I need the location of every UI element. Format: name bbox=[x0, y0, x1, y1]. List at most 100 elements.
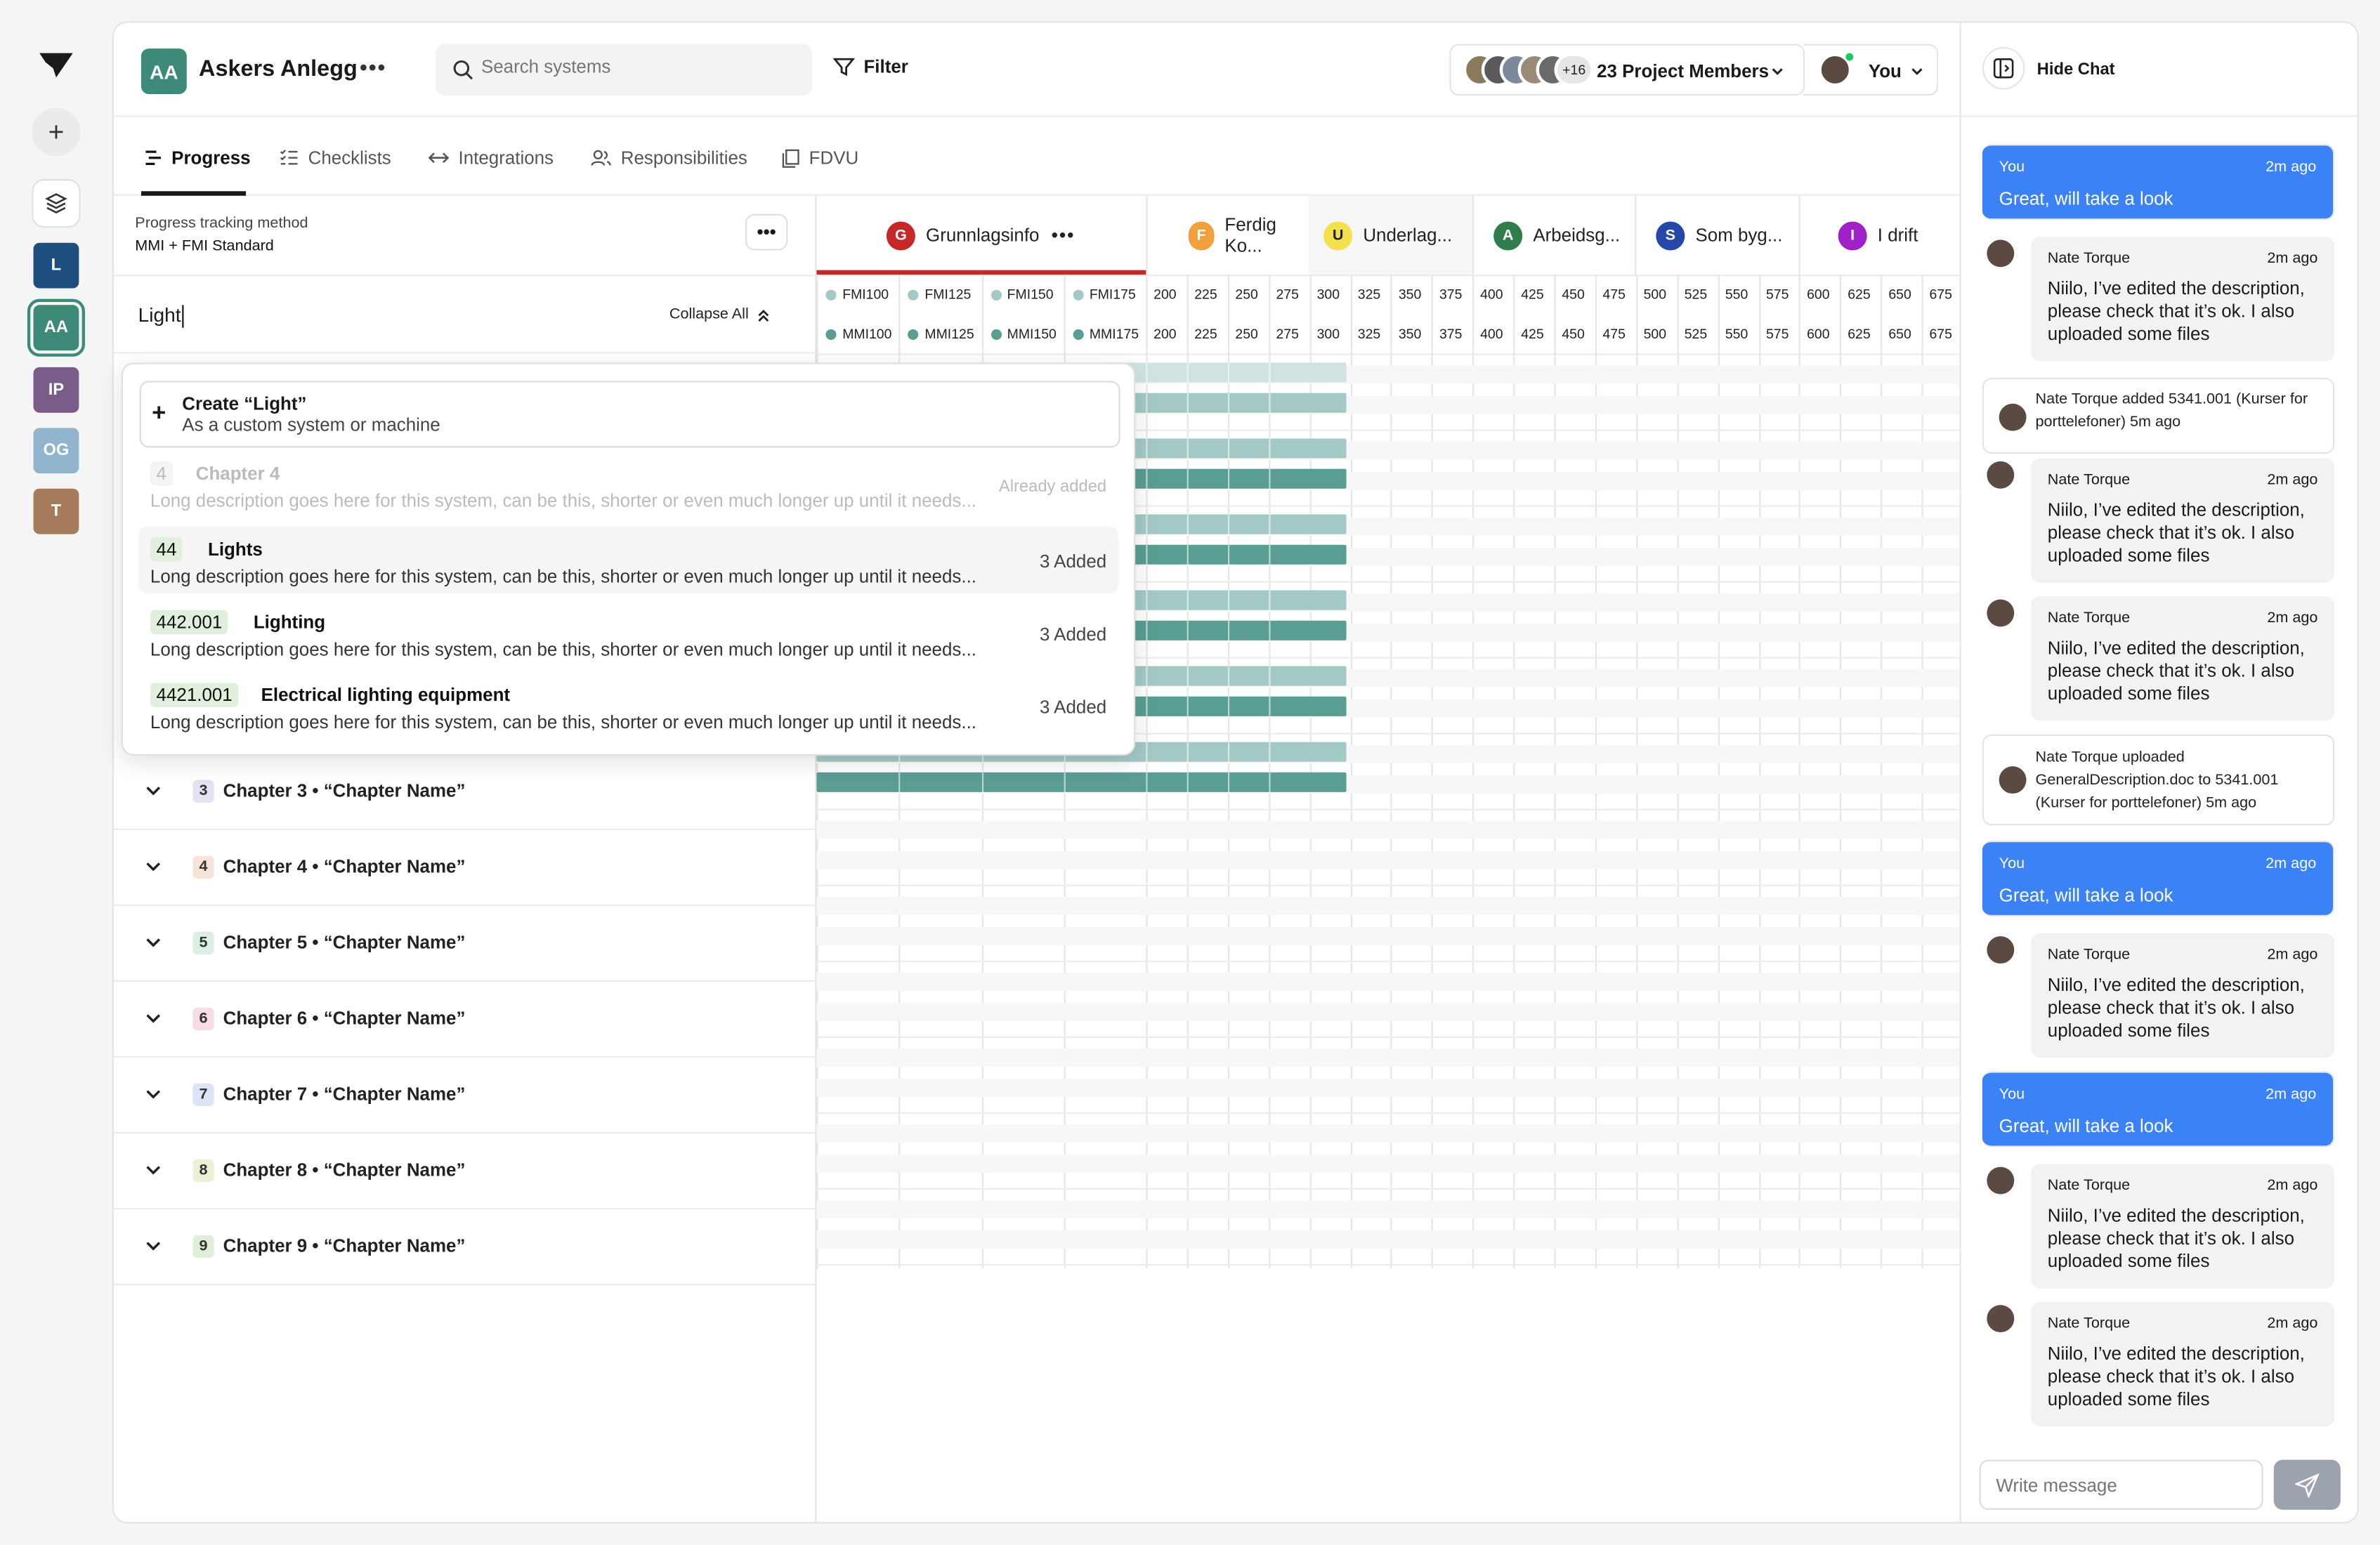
chevron-down-icon[interactable] bbox=[144, 1161, 162, 1179]
phase-label: Grunnlagsinfo bbox=[926, 224, 1040, 246]
project-avatar-l[interactable]: L bbox=[33, 242, 79, 289]
project-avatar-ip[interactable]: IP bbox=[33, 367, 79, 413]
tab-progress[interactable]: Progress bbox=[144, 147, 251, 169]
bar-segment-divider bbox=[1227, 742, 1229, 762]
people-icon bbox=[591, 150, 611, 166]
phase-header[interactable]: S Som byg... bbox=[1635, 196, 1798, 275]
bar-segment-divider bbox=[1227, 393, 1229, 413]
system-search-row[interactable]: Light Collapse All bbox=[114, 275, 817, 354]
filter-button[interactable]: Filter bbox=[833, 56, 908, 77]
author-avatar bbox=[1999, 766, 2027, 794]
phase-header[interactable]: I I drift bbox=[1798, 196, 1959, 275]
grid-divider bbox=[816, 353, 1960, 355]
user-menu-button[interactable]: You bbox=[1803, 44, 1939, 96]
bar-segment-divider bbox=[981, 772, 983, 792]
phase-label: I drift bbox=[1877, 224, 1918, 246]
message-input[interactable] bbox=[1996, 1475, 2240, 1497]
message-text: Niilo, I’ve edited the description, plea… bbox=[2047, 499, 2305, 566]
chevron-down-icon[interactable] bbox=[144, 1237, 162, 1255]
level-label: 200 bbox=[1153, 287, 1177, 302]
chevron-down-icon[interactable] bbox=[144, 1085, 162, 1103]
phase-header[interactable]: F Ferdig Ko... bbox=[1146, 196, 1308, 275]
chapter-row[interactable]: 5 Chapter 5 • “Chapter Name” bbox=[114, 906, 817, 982]
chat-message-own: You 2m ago Great, will take a look bbox=[1982, 144, 2335, 221]
system-result-option[interactable]: 4421.001 Electrical lighting equipment Lon… bbox=[138, 672, 1119, 739]
level-label: 275 bbox=[1276, 287, 1299, 302]
bar-segment-divider bbox=[1146, 666, 1148, 686]
tab-fdvu[interactable]: FDVU bbox=[782, 147, 858, 169]
layers-button[interactable] bbox=[32, 178, 81, 228]
tab-checklists[interactable]: Checklists bbox=[280, 147, 391, 169]
system-added-status: 3 Added bbox=[1039, 624, 1107, 645]
level-label: 325 bbox=[1357, 326, 1381, 342]
bar-segment-divider bbox=[1227, 620, 1229, 640]
search-box[interactable] bbox=[436, 44, 812, 96]
phase-header[interactable]: A Arbeidsg... bbox=[1472, 196, 1635, 275]
system-code-badge: 4 bbox=[150, 461, 173, 486]
chevron-down-icon[interactable] bbox=[144, 1009, 162, 1027]
chapter-row[interactable]: 7 Chapter 7 • “Chapter Name” bbox=[114, 1058, 817, 1134]
level-label: 675 bbox=[1929, 326, 1952, 342]
tab-responsibilities[interactable]: Responsibilities bbox=[591, 147, 747, 169]
chapter-row[interactable]: 3 Chapter 3 • “Chapter Name” bbox=[114, 754, 817, 830]
chapter-row[interactable]: 8 Chapter 8 • “Chapter Name” bbox=[114, 1133, 817, 1210]
system-search-input[interactable]: Light bbox=[138, 303, 184, 328]
create-custom-system-option[interactable]: + Create “Light” As a custom system or m… bbox=[139, 381, 1120, 448]
project-name[interactable]: Askers Anlegg bbox=[199, 55, 358, 82]
grid-row-line bbox=[816, 1188, 1960, 1190]
plus-icon: + bbox=[48, 116, 65, 147]
progress-bar[interactable] bbox=[816, 772, 1347, 792]
chapter-row[interactable]: 6 Chapter 6 • “Chapter Name” bbox=[114, 982, 817, 1058]
message-author: Nate Torque bbox=[2047, 471, 2131, 489]
project-avatar-t[interactable]: T bbox=[33, 488, 79, 534]
add-project-button[interactable]: + bbox=[32, 107, 81, 157]
message-author: Nate Torque bbox=[2047, 250, 2131, 268]
chapter-title: Chapter 8 • “Chapter Name” bbox=[223, 1159, 466, 1181]
phase-header[interactable]: G Grunnlagsinfo ••• bbox=[816, 196, 1146, 275]
grid-row-line bbox=[816, 1112, 1960, 1114]
chevron-down-icon bbox=[1772, 68, 1783, 75]
phase-header[interactable]: U Underlag... bbox=[1308, 195, 1472, 275]
project-members-button[interactable]: +16 23 Project Members bbox=[1449, 44, 1805, 96]
hide-chat-button[interactable] bbox=[1982, 46, 2025, 90]
mmi-level-label: MMI100 bbox=[825, 327, 891, 341]
chevron-down-icon[interactable] bbox=[144, 933, 162, 952]
tab-bar: Progress Checklists Integrations Respons… bbox=[114, 117, 1960, 196]
grid-row-band bbox=[816, 1155, 1960, 1173]
project-avatar-og[interactable]: OG bbox=[33, 428, 79, 474]
fmi-level-label: FMI100 bbox=[825, 287, 889, 302]
level-label: 550 bbox=[1725, 287, 1748, 302]
mmi-dot bbox=[908, 329, 919, 341]
system-result-option[interactable]: 44 Lights Long description goes here for t… bbox=[138, 526, 1119, 593]
grid-row-band bbox=[816, 1124, 1960, 1143]
phase-more-icon[interactable]: ••• bbox=[1051, 224, 1075, 246]
author-avatar bbox=[1987, 1305, 2015, 1333]
project-avatar-aa[interactable]: AA bbox=[27, 298, 85, 357]
message-text: Great, will take a look bbox=[1999, 884, 2173, 906]
author-avatar bbox=[1987, 936, 2015, 964]
system-result-option[interactable]: 442.001 Lighting Long description goes her… bbox=[138, 599, 1119, 666]
grid-row-line bbox=[816, 960, 1960, 962]
app-logo-icon[interactable] bbox=[38, 50, 74, 80]
tracking-method-value: MMI + FMI Standard bbox=[135, 238, 274, 255]
more-options-button[interactable]: ••• bbox=[745, 213, 788, 251]
message-text: Niilo, I’ve edited the description, plea… bbox=[2047, 1204, 2305, 1272]
collapse-all-button[interactable]: Collapse All bbox=[669, 306, 771, 323]
level-label: 475 bbox=[1602, 326, 1626, 342]
message-author: You bbox=[1999, 159, 2025, 176]
send-button[interactable] bbox=[2273, 1459, 2341, 1510]
chevron-down-icon[interactable] bbox=[144, 857, 162, 876]
chapter-title: Chapter 5 • “Chapter Name” bbox=[223, 931, 466, 953]
search-input[interactable] bbox=[480, 55, 785, 78]
active-tab-indicator bbox=[140, 191, 247, 196]
grid-column-line bbox=[1758, 275, 1760, 1269]
chapter-row[interactable]: 9 Chapter 9 • “Chapter Name” bbox=[114, 1209, 817, 1286]
grid-column-line bbox=[1064, 275, 1066, 1269]
hide-chat-label[interactable]: Hide Chat bbox=[2036, 60, 2115, 79]
chevron-down-icon[interactable] bbox=[144, 782, 162, 800]
message-field[interactable] bbox=[1979, 1459, 2263, 1510]
chapter-row[interactable]: 4 Chapter 4 • “Chapter Name” bbox=[114, 830, 817, 906]
tab-integrations[interactable]: Integrations bbox=[428, 147, 554, 169]
project-more-icon[interactable]: ••• bbox=[360, 54, 387, 79]
system-code-badge: 442.001 bbox=[150, 610, 228, 635]
